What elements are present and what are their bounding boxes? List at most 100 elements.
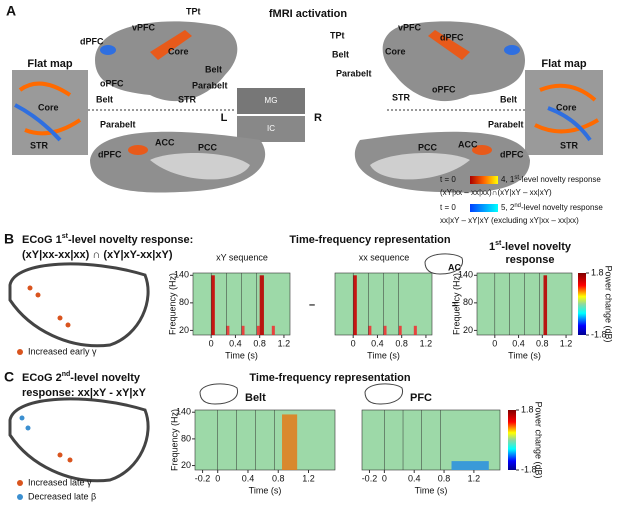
x-tick-label: -0.2 (195, 473, 211, 483)
heatmap-blob (543, 275, 548, 335)
heatmap-blob (398, 325, 402, 335)
colorbar-tick-label: -1.8 (521, 464, 537, 474)
y-tick-label: 80 (181, 433, 191, 443)
legend-label: t = 0 (440, 175, 456, 184)
y-tick-label: 80 (179, 297, 189, 307)
region-label: PCC (418, 142, 438, 152)
legend-label: t = 0 (440, 203, 456, 212)
region-label: Parabelt (100, 119, 136, 129)
panel-letter: C (4, 369, 14, 385)
legend-text: 5, 2 (501, 203, 515, 212)
title-text: -level novelty response: (68, 234, 193, 246)
section-title: Time-frequency representation (289, 234, 450, 246)
panel-letter: B (4, 231, 14, 247)
x-axis-label: Time (s) (367, 350, 400, 360)
heatmap-blob (451, 461, 489, 470)
hemisphere-label: L (221, 112, 228, 124)
x-tick-label: 0.8 (536, 338, 549, 348)
x-axis-label: Time (s) (249, 485, 282, 495)
region-label: TPt (186, 6, 201, 16)
region-label: Belt (96, 94, 113, 104)
heatmap-blob (259, 275, 264, 335)
heatmap-blob (413, 325, 417, 335)
y-tick-label: 20 (463, 325, 473, 335)
y-tick-label: 140 (174, 270, 189, 280)
operator: – (309, 299, 315, 311)
colorbar-label: Power change (dB) (534, 401, 544, 478)
region-label: ACC (155, 137, 175, 147)
colorbar (508, 410, 516, 470)
heatmap-title: Belt (245, 392, 266, 404)
y-tick-label: 140 (458, 270, 473, 280)
heatmap-title: xY sequence (216, 252, 268, 262)
region-label: oPFC (432, 84, 456, 94)
colorbar-tick-label: -1.8 (591, 329, 607, 339)
y-axis-label: Frequency (Hz) (451, 273, 461, 335)
legend-label: 4, 1st-level novelty response (501, 175, 601, 185)
x-tick-label: 0.8 (395, 338, 408, 348)
y-tick-label: 80 (463, 297, 473, 307)
title-text: ECoG 1 (22, 234, 62, 246)
y-axis-label: Frequency (Hz) (169, 409, 179, 471)
colorbar (578, 273, 586, 335)
region-label: dPFC (80, 36, 104, 46)
panel-title: response: xx|xY - xY|xY (22, 387, 147, 399)
x-axis-label: Time (s) (415, 485, 448, 495)
x-tick-label: 0.4 (371, 338, 384, 348)
heatmap-blob (383, 325, 387, 335)
x-tick-label: 0 (351, 338, 356, 348)
region-label: oPFC (100, 78, 124, 88)
heatmap-blob (368, 325, 372, 335)
x-tick-label: 1.2 (302, 473, 315, 483)
region-label: Core (385, 46, 406, 56)
region-label: Belt (332, 49, 349, 59)
y-tick-label: 140 (176, 407, 191, 417)
x-tick-label: 0.4 (512, 338, 525, 348)
x-tick-label: 0 (382, 473, 387, 483)
x-tick-label: 1.2 (468, 473, 481, 483)
legend-text: -level novelty response (519, 175, 601, 184)
region-label: Parabelt (488, 119, 524, 129)
x-tick-label: 0 (215, 473, 220, 483)
region-label: TPt (330, 30, 345, 40)
region-label: Core (38, 102, 59, 112)
x-tick-label: -0.2 (362, 473, 378, 483)
x-tick-label: 1.2 (278, 338, 291, 348)
region-label: ACC (458, 139, 478, 149)
x-tick-label: 0.4 (408, 473, 421, 483)
title-text: -level novelty (70, 372, 141, 384)
region-label: MG (265, 96, 278, 105)
region-label: Core (168, 46, 189, 56)
colorbar-label: Power change (dB) (604, 265, 614, 342)
panel-title: fMRI activation (269, 8, 348, 20)
region-label: STR (30, 140, 49, 150)
x-tick-label: 0.8 (253, 338, 266, 348)
region-label: AC (448, 262, 461, 272)
title-text: 1 (489, 241, 495, 253)
heatmap-title: response (506, 254, 555, 266)
legend-label: 5, 2nd-level novelty response (501, 203, 603, 213)
region-label: Parabelt (336, 68, 372, 78)
x-tick-label: 0.4 (242, 473, 255, 483)
heatmap-blob (282, 414, 298, 470)
x-axis-label: Time (s) (225, 350, 258, 360)
panel-title: ECoG 2nd-level novelty (22, 371, 141, 384)
y-axis-label: Frequency (Hz) (167, 273, 177, 335)
heatmap-blob (211, 275, 215, 335)
heatmap-blob (241, 325, 245, 335)
heatmap-title: 1st-level novelty (489, 240, 572, 253)
heatmap (361, 409, 501, 471)
legend-label: Decreased late β (28, 491, 96, 501)
region-label: Parabelt (192, 80, 228, 90)
panel-letter: A (6, 3, 16, 19)
legend-label: Increased early γ (28, 346, 97, 356)
region-label: dPFC (500, 149, 524, 159)
title-sup: st (495, 240, 502, 247)
legend-text: -level novelty response (521, 203, 603, 212)
legend-formula: xx|xY – xY|xY (excluding xY|xx – xx|xx) (440, 216, 579, 225)
section-title: Time-frequency representation (249, 372, 410, 384)
legend-sup: nd (514, 203, 521, 209)
heatmap-blob (271, 325, 275, 335)
x-tick-label: 1.2 (420, 338, 433, 348)
legend-label: Increased late γ (28, 477, 92, 487)
